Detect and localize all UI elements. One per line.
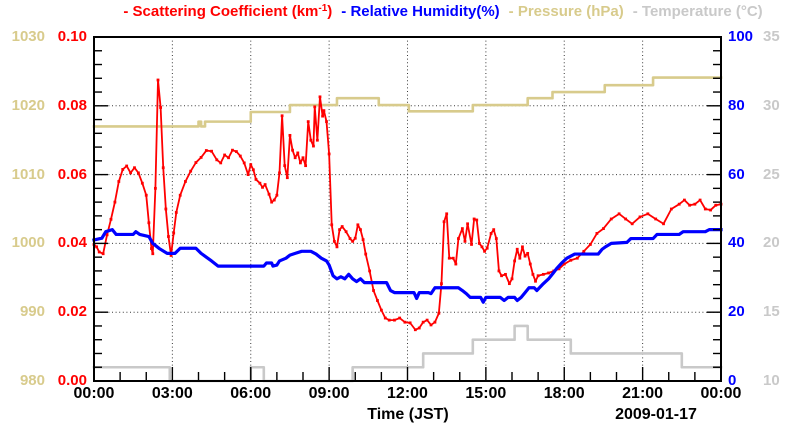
- legend-item-humidity: - Relative Humidity(%): [341, 3, 500, 20]
- x-tick-label: 00:00: [73, 385, 115, 402]
- legend-item-scattering: - Scattering Coefficient (km-1): [123, 3, 333, 20]
- x-axis-title: Time (JST): [367, 406, 449, 423]
- scattering-tick-label: 0.02: [57, 303, 87, 321]
- legend-item-temperature: - Temperature (°C): [632, 3, 763, 20]
- x-tick-label: 09:00: [308, 385, 350, 402]
- pressure-tick-label: 980: [19, 372, 45, 389]
- humidity-tick-label: 0: [728, 372, 737, 389]
- pressure-tick-label: 1010: [11, 165, 45, 183]
- humidity-tick-label: 60: [728, 165, 745, 183]
- scattering-tick-label: 0.10: [57, 28, 87, 45]
- pressure-tick-label: 1020: [11, 96, 45, 114]
- temperature-tick-label: 10: [763, 372, 780, 389]
- x-tick-label: 03:00: [151, 385, 193, 402]
- humidity-tick-label: 20: [728, 303, 745, 321]
- scattering-tick-label: 0.06: [57, 165, 87, 183]
- x-tick-label: 00:00: [700, 385, 742, 402]
- humidity-tick-label: 80: [728, 96, 745, 114]
- x-tick-label: 06:00: [230, 385, 272, 402]
- humidity-tick-label: 40: [728, 234, 745, 252]
- scattering-tick-label: 0.08: [57, 96, 87, 114]
- x-tick-label: 15:00: [465, 385, 507, 402]
- pressure-tick-label: 1000: [11, 234, 45, 252]
- humidity-tick-label: 100: [728, 28, 754, 45]
- pressure-tick-label: 1030: [11, 28, 45, 45]
- x-tick-label: 21:00: [622, 385, 664, 402]
- chart-legend: - Scattering Coefficient (km-1) - Relati…: [88, 3, 798, 23]
- pressure-tick-label: 990: [19, 303, 45, 321]
- temperature-tick-label: 15: [763, 303, 780, 321]
- superscript: -1: [318, 3, 328, 14]
- temperature-tick-label: 35: [763, 28, 780, 45]
- scattering-tick-label: 0.00: [57, 372, 87, 389]
- date-label: 2009-01-17: [615, 406, 697, 423]
- legend-item-pressure: - Pressure (hPa): [508, 3, 624, 20]
- temperature-tick-label: 25: [763, 165, 780, 183]
- x-tick-label: 18:00: [543, 385, 585, 402]
- x-tick-label: 12:00: [387, 385, 428, 402]
- temperature-tick-label: 30: [763, 96, 780, 114]
- scattering-tick-label: 0.04: [57, 234, 87, 252]
- temperature-tick-label: 20: [763, 234, 780, 252]
